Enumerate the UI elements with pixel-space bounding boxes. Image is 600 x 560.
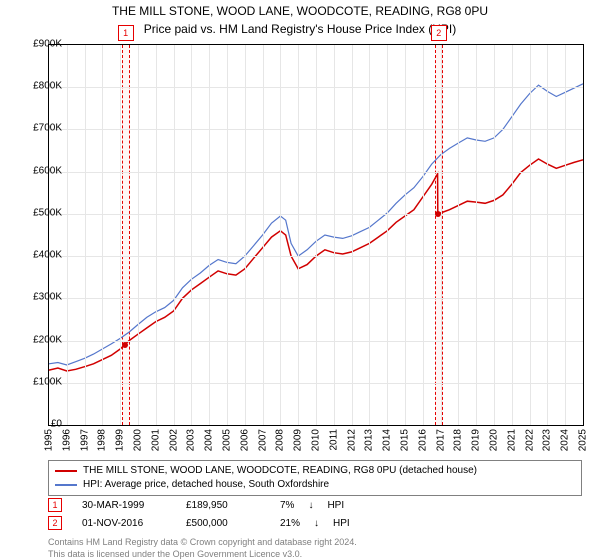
legend-swatch: [55, 484, 77, 486]
sale-pct: 21%: [280, 518, 300, 529]
legend-label: HPI: Average price, detached house, Sout…: [83, 478, 329, 492]
x-axis-label: 1998: [97, 429, 108, 451]
x-axis-label: 2019: [471, 429, 482, 451]
chart-plot-area: 1995199619971998199920002001200220032004…: [48, 44, 584, 426]
sale-suffix: HPI: [327, 500, 344, 511]
y-axis-label: £300K: [14, 292, 62, 303]
chart-container: THE MILL STONE, WOOD LANE, WOODCOTE, REA…: [0, 0, 600, 560]
y-axis-label: £500K: [14, 207, 62, 218]
x-axis-label: 2003: [186, 429, 197, 451]
x-axis-label: 2014: [382, 429, 393, 451]
credit-line-1: Contains HM Land Registry data © Crown c…: [48, 536, 582, 548]
sale-date: 01-NOV-2016: [82, 518, 172, 529]
credit-line-2: This data is licensed under the Open Gov…: [48, 548, 582, 560]
sale-arrow: ↓: [308, 500, 313, 511]
x-axis-label: 2007: [257, 429, 268, 451]
y-axis-label: £700K: [14, 123, 62, 134]
x-axis-label: 2025: [578, 429, 589, 451]
x-axis-label: 2000: [133, 429, 144, 451]
sale-badge-2: 2: [48, 516, 62, 530]
x-axis-label: 2021: [506, 429, 517, 451]
sale-suffix: HPI: [333, 518, 350, 529]
y-axis-label: £0: [14, 419, 62, 430]
legend-item: HPI: Average price, detached house, Sout…: [55, 478, 575, 492]
x-axis-label: 2023: [542, 429, 553, 451]
sale-pct: 7%: [280, 500, 294, 511]
x-axis-label: 2004: [204, 429, 215, 451]
credit-text: Contains HM Land Registry data © Crown c…: [48, 536, 582, 560]
sale-price: £500,000: [186, 518, 266, 529]
marker-badge: 2: [431, 25, 447, 41]
x-axis-label: 2018: [453, 429, 464, 451]
x-axis-label: 2006: [239, 429, 250, 451]
x-axis-label: 2012: [346, 429, 357, 451]
x-axis-label: 2010: [311, 429, 322, 451]
legend-box: THE MILL STONE, WOOD LANE, WOODCOTE, REA…: [48, 460, 582, 496]
y-axis-label: £900K: [14, 39, 62, 50]
x-axis-label: 2008: [275, 429, 286, 451]
x-axis-label: 2002: [168, 429, 179, 451]
x-axis-label: 1995: [44, 429, 55, 451]
legend-swatch: [55, 470, 77, 472]
x-axis-label: 2015: [400, 429, 411, 451]
x-axis-label: 1997: [79, 429, 90, 451]
x-axis-label: 2020: [489, 429, 500, 451]
y-axis-label: £100K: [14, 376, 62, 387]
title-line-2: Price paid vs. HM Land Registry's House …: [0, 18, 600, 36]
x-axis-label: 1996: [61, 429, 72, 451]
y-axis-label: £400K: [14, 250, 62, 261]
sale-arrow: ↓: [314, 518, 319, 529]
sale-date: 30-MAR-1999: [82, 500, 172, 511]
x-axis-label: 2016: [417, 429, 428, 451]
sale-badge-1: 1: [48, 498, 62, 512]
sale-row-2: 2 01-NOV-2016 £500,000 21% ↓ HPI: [48, 516, 582, 530]
marker-dot: [435, 211, 441, 217]
x-axis-label: 2024: [560, 429, 571, 451]
x-axis-label: 2005: [222, 429, 233, 451]
x-axis-label: 2013: [364, 429, 375, 451]
legend-item: THE MILL STONE, WOOD LANE, WOODCOTE, REA…: [55, 464, 575, 478]
y-axis-label: £800K: [14, 81, 62, 92]
marker-dot: [122, 342, 128, 348]
y-axis-label: £600K: [14, 165, 62, 176]
x-axis-label: 2022: [524, 429, 535, 451]
legend-label: THE MILL STONE, WOOD LANE, WOODCOTE, REA…: [83, 464, 477, 478]
x-axis-label: 2009: [293, 429, 304, 451]
sale-row-1: 1 30-MAR-1999 £189,950 7% ↓ HPI: [48, 498, 582, 512]
x-axis-label: 2001: [150, 429, 161, 451]
x-axis-label: 2011: [328, 429, 339, 451]
title-line-1: THE MILL STONE, WOOD LANE, WOODCOTE, REA…: [0, 0, 600, 18]
marker-badge: 1: [118, 25, 134, 41]
x-axis-label: 2017: [435, 429, 446, 451]
x-axis-label: 1999: [115, 429, 126, 451]
y-axis-label: £200K: [14, 334, 62, 345]
sale-price: £189,950: [186, 500, 266, 511]
